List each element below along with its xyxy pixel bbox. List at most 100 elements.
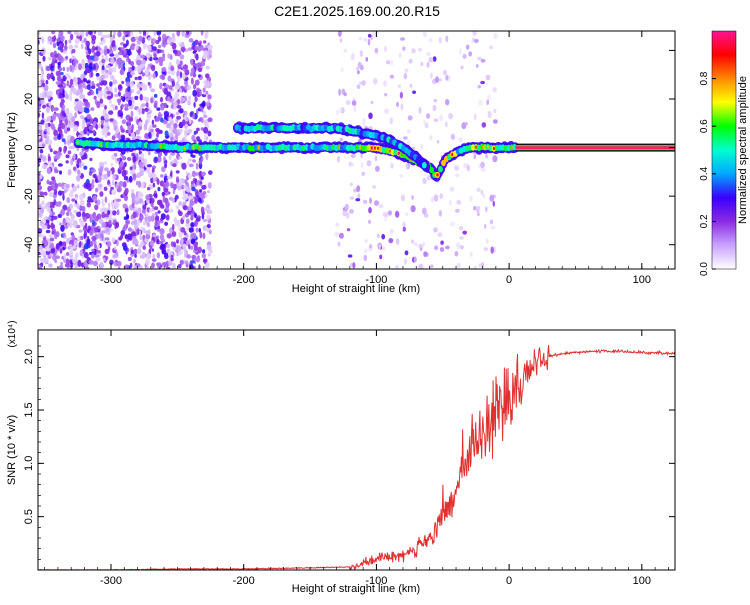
noise-speckle xyxy=(167,96,171,102)
noise-speckle xyxy=(167,65,172,71)
noise-speckle xyxy=(185,48,189,53)
noise-speckle xyxy=(203,40,207,44)
noise-speckle xyxy=(147,81,151,86)
noise-speckle xyxy=(208,229,212,235)
noise-speckle xyxy=(145,102,149,108)
noise-speckle xyxy=(192,235,197,239)
noise-speckle xyxy=(384,45,387,53)
noise-speckle xyxy=(132,211,137,219)
noise-speckle xyxy=(101,65,105,71)
noise-speckle xyxy=(183,123,189,130)
noise-speckle xyxy=(188,264,194,269)
snr-x-ticks: -300 -200 -100 0 100 xyxy=(44,330,669,587)
noise-speckle xyxy=(80,43,84,50)
noise-speckle xyxy=(198,228,201,233)
noise-speckle xyxy=(66,66,70,72)
noise-speckle xyxy=(104,167,109,172)
noise-speckle xyxy=(175,133,178,140)
noise-speckle xyxy=(174,50,178,55)
noise-speckle xyxy=(156,252,160,259)
snr-y-ticks: 0.5 1.0 1.5 2.0 xyxy=(23,345,675,560)
noise-speckle xyxy=(179,71,183,79)
noise-speckle xyxy=(146,113,152,119)
noise-speckle xyxy=(66,136,71,141)
noise-speckle xyxy=(180,99,184,104)
noise-speckle xyxy=(366,160,372,167)
noise-speckle xyxy=(162,38,168,45)
noise-speckle xyxy=(44,123,48,129)
noise-speckle xyxy=(119,160,124,168)
noise-speckle xyxy=(411,195,414,200)
noise-speckle xyxy=(40,234,45,238)
noise-speckle xyxy=(122,203,128,209)
noise-speckle xyxy=(139,213,144,221)
noise-speckle xyxy=(179,60,183,66)
noise-speckle xyxy=(400,103,404,111)
noise-speckle xyxy=(45,229,51,234)
noise-speckle xyxy=(136,219,141,227)
noise-speckle xyxy=(185,110,188,117)
noise-speckle xyxy=(152,46,157,51)
noise-speckle xyxy=(60,224,65,232)
noise-speckle xyxy=(439,114,444,122)
noise-speckle xyxy=(176,205,180,210)
noise-speckle xyxy=(99,166,104,173)
noise-speckle xyxy=(84,68,90,74)
noise-speckle xyxy=(76,184,80,189)
noise-speckle xyxy=(406,139,411,146)
noise-speckle xyxy=(432,56,437,62)
noise-speckle xyxy=(59,170,62,175)
noise-speckle xyxy=(388,238,394,244)
noise-speckle xyxy=(484,223,487,229)
noise-speckle xyxy=(81,133,85,138)
noise-speckle xyxy=(185,218,190,225)
noise-speckle xyxy=(143,220,146,226)
noise-speckle xyxy=(154,211,158,216)
noise-speckle xyxy=(40,98,44,105)
noise-speckle xyxy=(199,40,202,45)
noise-speckle xyxy=(54,184,58,190)
noise-speckle xyxy=(119,68,125,76)
noise-speckle xyxy=(180,227,186,233)
noise-speckle xyxy=(91,235,97,242)
noise-speckle xyxy=(147,117,150,124)
noise-speckle xyxy=(177,75,181,83)
noise-speckle xyxy=(57,214,62,218)
noise-speckle xyxy=(480,161,485,168)
noise-speckle xyxy=(161,166,166,173)
noise-speckle xyxy=(67,75,72,80)
noise-speckle xyxy=(176,31,181,37)
y-tick-label: 1.5 xyxy=(23,402,35,417)
noise-speckle xyxy=(142,200,145,206)
noise-speckle xyxy=(191,170,197,177)
noise-speckle xyxy=(93,214,97,219)
noise-speckle xyxy=(71,234,76,242)
noise-speckle xyxy=(195,256,201,263)
noise-speckle xyxy=(469,195,473,202)
noise-speckle xyxy=(78,241,82,248)
noise-speckle xyxy=(157,155,162,163)
noise-speckle xyxy=(48,56,52,61)
noise-speckle xyxy=(94,46,98,51)
x-tick-label: 100 xyxy=(633,274,651,286)
noise-speckle xyxy=(493,32,498,39)
noise-speckle xyxy=(138,121,143,127)
noise-speckle xyxy=(118,236,123,241)
noise-speckle xyxy=(176,239,179,244)
noise-speckle xyxy=(95,187,99,193)
noise-speckle xyxy=(112,66,117,73)
noise-speckle xyxy=(433,118,439,123)
noise-speckle xyxy=(197,197,202,203)
noise-speckle xyxy=(196,127,200,132)
noise-speckle xyxy=(410,205,414,213)
noise-speckle xyxy=(448,113,454,120)
noise-speckle xyxy=(74,38,80,45)
noise-speckle xyxy=(79,151,85,157)
noise-speckle xyxy=(113,46,116,52)
noise-speckle xyxy=(375,165,380,172)
noise-speckle xyxy=(161,67,167,72)
noise-speckle xyxy=(62,66,66,72)
noise-speckle xyxy=(130,132,135,139)
noise-speckle xyxy=(450,221,455,227)
noise-speckle xyxy=(123,43,128,48)
